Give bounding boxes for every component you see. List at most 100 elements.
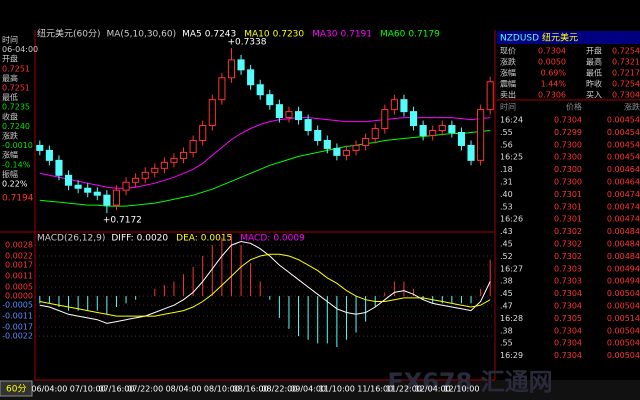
x-tick-label: 12/10:00	[443, 385, 479, 394]
quote-label: 震幅	[500, 79, 516, 89]
panel-title: 纽元美元(60分)	[37, 28, 100, 40]
indicator-value: 0.7230	[273, 30, 305, 40]
candle-body	[227, 59, 236, 79]
trade-price: 0.7304	[554, 351, 582, 360]
quote-value: 0.7304	[612, 91, 640, 100]
quote-value: 0.7254	[612, 47, 640, 56]
trade-time: .52	[500, 252, 513, 261]
candle-body	[438, 125, 446, 132]
x-tick-label: 09/04:00	[290, 385, 326, 394]
trade-time: .55	[500, 339, 513, 348]
candle-body	[294, 111, 303, 121]
trade-price: 0.7303	[554, 264, 582, 273]
x-tick-label: 07/10:00	[70, 385, 106, 394]
trade-price: 0.7300	[554, 165, 582, 174]
bottom-bar	[0, 380, 640, 400]
candle-body	[371, 128, 379, 139]
candle-body	[314, 130, 322, 141]
trade-change: 0.00514	[607, 314, 640, 323]
info-value: -0.14%	[2, 160, 31, 169]
quote-name: 纽元美元	[542, 32, 578, 44]
x-tick-label: 08/10:00	[204, 385, 240, 394]
x-tick-label: 06/04:00	[31, 385, 67, 394]
y-tick-label: 0.0022	[5, 252, 33, 261]
candle-body	[55, 159, 63, 176]
candle-body	[381, 109, 389, 130]
info-label: 振幅	[2, 169, 18, 179]
trade-time: 16:24	[500, 116, 523, 125]
trade-change: 0.00474	[607, 190, 640, 199]
quote-label: 卖出	[500, 90, 516, 100]
trade-change: 0.00504	[607, 339, 640, 348]
watermark: FX678 汇通网	[387, 368, 552, 396]
trade-time: .45	[500, 289, 513, 298]
trade-change: 0.00454	[607, 140, 640, 149]
diff-line	[39, 240, 491, 324]
candle-body	[45, 149, 53, 161]
period-tab[interactable]	[0, 380, 33, 397]
candle-body	[36, 144, 44, 151]
quote-label: 最高	[586, 57, 602, 67]
candle-body	[112, 189, 121, 206]
trade-change: 0.00494	[607, 277, 640, 286]
info-label: 最低	[2, 92, 18, 102]
info-label: 收盘	[2, 111, 18, 121]
candle-body	[199, 125, 207, 141]
trade-time: 16:29	[500, 351, 523, 360]
indicator-value: 0.7191	[341, 30, 373, 40]
quote-label: 昨收	[586, 79, 602, 89]
info-value: 0.7240	[2, 122, 30, 131]
indicator-name: MACD:	[240, 234, 270, 244]
trade-change: 0.00494	[607, 264, 640, 273]
trade-time: .45	[500, 240, 513, 249]
x-tick-label: 11/16:00	[357, 385, 393, 394]
trade-price: 0.7300	[554, 153, 582, 162]
trade-price: 0.7302	[554, 252, 582, 261]
trade-time: 16:28	[500, 314, 523, 323]
trade-change: 0.00474	[607, 215, 640, 224]
trade-time: .53	[500, 202, 513, 211]
candle-body	[170, 157, 178, 163]
quote-value: 0.7217	[612, 69, 640, 78]
trade-price: 0.7303	[554, 277, 582, 286]
quote-value: 0.7321	[612, 58, 640, 67]
trade-price: 0.7304	[554, 302, 582, 311]
candle-body	[429, 130, 437, 136]
indicator-value: 0.0009	[273, 234, 305, 244]
candle-body	[93, 191, 101, 196]
candle-body	[362, 137, 370, 146]
candle-body	[266, 94, 274, 106]
y-tick-label: 0.0005	[5, 282, 33, 291]
info-label: 涨幅	[2, 150, 18, 160]
quote-label: 开盘	[586, 46, 602, 56]
trade-price: 0.7305	[554, 314, 582, 323]
y-tick-label: -0.0017	[2, 323, 33, 332]
trade-time: .55	[500, 128, 513, 137]
indicator-value: 0.7243	[205, 30, 237, 40]
candle-body	[179, 151, 188, 159]
indicator-name: DIFF:	[111, 234, 133, 244]
candle-body	[84, 187, 92, 193]
candle-body	[275, 104, 283, 119]
y-tick-label: -0.0011	[2, 312, 33, 321]
trade-change: 0.00454	[607, 116, 640, 125]
candle-body	[151, 167, 159, 173]
trade-change: 0.00474	[607, 202, 640, 211]
trade-price: 0.7301	[554, 215, 582, 224]
x-tick-label: 08/22:00	[261, 385, 297, 394]
candle-body	[448, 125, 456, 134]
trade-header: 涨跌	[624, 102, 640, 112]
scale-label: 0.7194	[2, 194, 34, 204]
x-tick-label: 12/04:00	[415, 385, 451, 394]
quote-value: 0.0050	[538, 58, 566, 67]
info-value: 0.7235	[2, 103, 30, 112]
y-tick-label: -0.0005	[2, 301, 33, 310]
candle-body	[323, 139, 331, 149]
y-tick-label: 0.0000	[5, 292, 33, 301]
candle-body	[457, 132, 466, 146]
x-tick-label: 11/10:00	[319, 385, 355, 394]
quote-label: 涨幅	[500, 68, 516, 78]
trade-change: 0.00504	[607, 289, 640, 298]
quote-label: 买入	[586, 91, 602, 100]
